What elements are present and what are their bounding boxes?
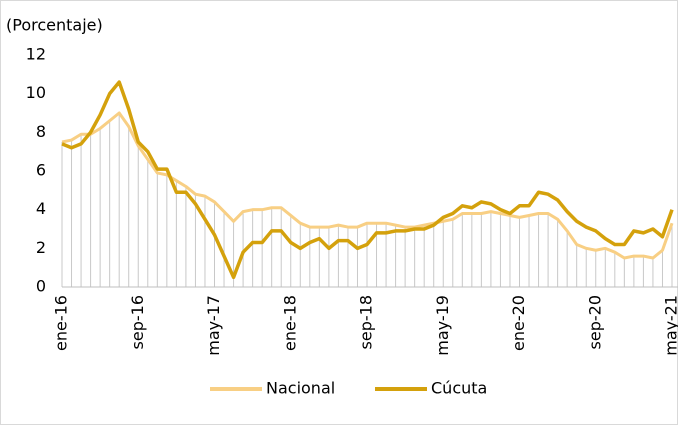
series-line bbox=[61, 111, 674, 260]
y-tick-label: 2 bbox=[36, 238, 46, 257]
y-tick-label: 12 bbox=[26, 45, 46, 64]
y-axis-label: (Porcentaje) bbox=[6, 16, 103, 35]
x-tick-label: sep-16 bbox=[128, 295, 147, 349]
x-tick-label: may-19 bbox=[433, 295, 452, 356]
legend-label: Cúcuta bbox=[431, 379, 487, 398]
x-tick-label: ene-16 bbox=[52, 295, 71, 351]
y-tick-label: 10 bbox=[26, 83, 46, 102]
legend-label: Nacional bbox=[266, 379, 335, 398]
y-tick-label: 4 bbox=[36, 199, 46, 218]
series-line bbox=[61, 80, 674, 280]
x-tick-label: sep-18 bbox=[357, 295, 376, 349]
x-tick-label: ene-20 bbox=[509, 295, 528, 351]
x-tick-label: ene-18 bbox=[280, 295, 299, 351]
y-tick-label: 6 bbox=[36, 161, 46, 180]
x-tick-label: sep-20 bbox=[585, 295, 604, 349]
y-tick-label: 0 bbox=[36, 277, 46, 296]
y-tick-label: 8 bbox=[36, 122, 46, 141]
x-tick-label: may-21 bbox=[662, 295, 678, 356]
x-tick-label: may-17 bbox=[204, 295, 223, 356]
